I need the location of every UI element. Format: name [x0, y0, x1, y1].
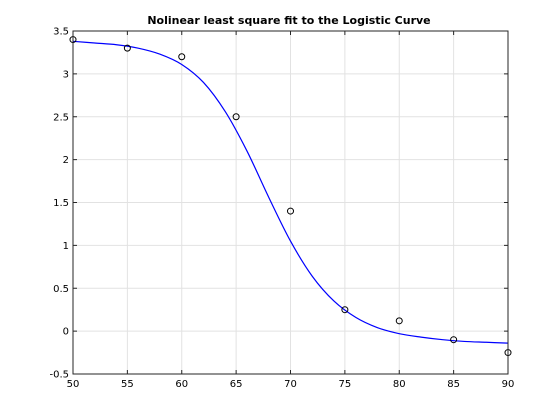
x-tick-label: 55 — [121, 379, 134, 390]
data-point — [178, 53, 186, 61]
y-tick-label: 0.5 — [53, 284, 69, 295]
x-tick-label: 70 — [284, 379, 297, 390]
data-point — [123, 44, 131, 52]
x-tick-label: 65 — [230, 379, 243, 390]
y-tick-label: 2 — [63, 155, 69, 166]
fit-line-layer — [72, 40, 509, 344]
x-tick-label: 80 — [393, 379, 406, 390]
y-tick-label: 2.5 — [53, 112, 69, 123]
y-tick-label: -0.5 — [49, 370, 69, 381]
x-tick-label: 60 — [175, 379, 188, 390]
x-tick-label: 90 — [502, 379, 515, 390]
y-tick-label: 3.5 — [53, 27, 69, 38]
data-point — [450, 336, 458, 344]
data-point — [341, 306, 349, 314]
data-point — [232, 113, 240, 121]
y-tick-label: 3 — [63, 69, 69, 80]
data-point — [287, 207, 294, 215]
y-tick-label: 1.5 — [53, 198, 69, 209]
chart-title: Nolinear least square fit to the Logisti… — [147, 14, 430, 27]
x-tick-label: 75 — [339, 379, 352, 390]
y-axis-ticks: -0.5 0 0.5 1 1.5 2 2.5 3 3.5 — [49, 27, 508, 381]
fit-curve — [72, 40, 509, 344]
y-tick-label: 0 — [63, 327, 69, 338]
data-point — [395, 317, 403, 325]
x-axis-ticks: 50 55 60 65 70 75 80 85 90 — [67, 31, 515, 390]
y-tick-label: 1 — [63, 241, 69, 252]
x-tick-label: 50 — [67, 379, 80, 390]
x-tick-label: 85 — [447, 379, 460, 390]
